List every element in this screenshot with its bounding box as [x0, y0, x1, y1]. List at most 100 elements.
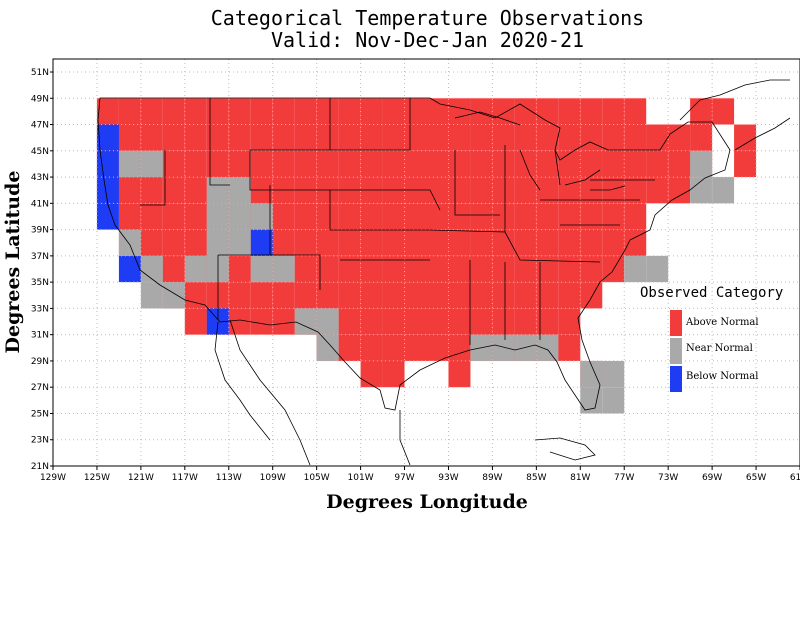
x-tick-label: 77W — [614, 473, 634, 483]
cell-above-normal — [558, 203, 581, 230]
cell-below-normal — [96, 124, 119, 151]
cell-above-normal — [492, 124, 515, 151]
state-line — [140, 150, 166, 206]
x-tick-labels: 129W 125W 121W 117W 113W 109W 105W 101W 97W 93W 89… — [40, 466, 800, 483]
cell-above-normal — [536, 150, 559, 178]
gulf-coast — [399, 410, 411, 466]
cell-above-normal — [316, 98, 339, 125]
cell-above-normal — [580, 282, 603, 309]
cell-above-normal — [316, 282, 339, 309]
cell-above-normal — [184, 98, 207, 125]
cell-above-normal — [162, 124, 185, 151]
x-tick-label: 97W — [394, 473, 414, 483]
cell-near-normal — [118, 150, 141, 178]
x-tick-label: 105W — [304, 473, 330, 483]
cell-above-normal — [404, 229, 427, 256]
cell-above-normal — [470, 98, 493, 125]
cell-above-normal — [228, 308, 251, 335]
cell-near-normal — [602, 360, 625, 388]
legend: Observed Category Above Normal Near Norm… — [640, 285, 783, 392]
legend-label-near: Near Normal — [686, 343, 753, 354]
cell-near-normal — [712, 177, 735, 204]
cell-above-normal — [470, 177, 493, 204]
cell-above-normal — [360, 308, 383, 335]
cell-above-normal — [426, 282, 449, 309]
cell-above-normal — [272, 229, 295, 256]
y-tick-label: 21N — [31, 462, 49, 472]
cell-above-normal — [250, 308, 273, 335]
cell-above-normal — [404, 255, 427, 283]
nova-scotia — [734, 117, 791, 151]
cell-above-normal — [448, 308, 471, 335]
cell-above-normal — [602, 229, 625, 256]
cell-above-normal — [228, 98, 251, 125]
cell-near-normal — [294, 308, 317, 335]
cell-near-normal — [118, 229, 141, 256]
cell-below-normal — [96, 177, 119, 204]
cell-near-normal — [580, 360, 603, 388]
cell-above-normal — [404, 98, 427, 125]
mexico-coast — [229, 319, 311, 466]
y-tick-label: 27N — [31, 383, 49, 393]
cell-near-normal — [228, 177, 251, 204]
y-tick-label: 31N — [31, 331, 49, 341]
cell-near-normal — [250, 203, 273, 230]
cell-above-normal — [668, 150, 691, 178]
cell-near-normal — [316, 334, 339, 361]
cell-above-normal — [338, 255, 361, 283]
cell-below-normal — [250, 229, 273, 256]
x-tick-label: 65W — [746, 473, 766, 483]
cell-above-normal — [470, 124, 493, 151]
state-line — [330, 98, 411, 151]
y-tick-label: 43N — [31, 173, 49, 183]
cell-above-normal — [382, 150, 405, 178]
cell-above-normal — [360, 229, 383, 256]
cell-above-normal — [250, 150, 273, 178]
cell-above-normal — [492, 98, 515, 125]
cell-above-normal — [470, 203, 493, 230]
cell-above-normal — [140, 177, 163, 204]
y-axis-title: Degrees Latitude — [2, 171, 24, 354]
cell-above-normal — [360, 124, 383, 151]
cell-above-normal — [338, 203, 361, 230]
cell-above-normal — [470, 282, 493, 309]
cell-above-normal — [448, 334, 471, 361]
cell-above-normal — [118, 124, 141, 151]
cell-above-normal — [272, 203, 295, 230]
cell-above-normal — [734, 124, 757, 151]
cell-above-normal — [206, 124, 229, 151]
x-tick-label: 89W — [482, 473, 502, 483]
cell-above-normal — [514, 255, 537, 283]
cell-above-normal — [272, 282, 295, 309]
cell-above-normal — [404, 282, 427, 309]
cell-above-normal — [184, 282, 207, 309]
cell-above-normal — [492, 255, 515, 283]
cell-above-normal — [536, 98, 559, 125]
cell-near-normal — [580, 387, 603, 414]
cell-above-normal — [382, 203, 405, 230]
cell-near-normal — [228, 229, 251, 256]
cell-above-normal — [118, 177, 141, 204]
cell-near-normal — [536, 334, 559, 361]
legend-swatch-near — [670, 338, 682, 364]
cell-above-normal — [404, 308, 427, 335]
cell-above-normal — [426, 150, 449, 178]
cell-above-normal — [96, 98, 119, 125]
cell-above-normal — [404, 150, 427, 178]
x-tick-label: 85W — [526, 473, 546, 483]
cell-above-normal — [580, 203, 603, 230]
cell-near-normal — [140, 150, 163, 178]
cell-above-normal — [360, 334, 383, 361]
state-line — [429, 229, 601, 263]
cell-above-normal — [470, 308, 493, 335]
state-line — [218, 254, 321, 290]
cell-above-normal — [140, 98, 163, 125]
cell-above-normal — [646, 150, 669, 178]
cell-above-normal — [448, 124, 471, 151]
cell-above-normal — [162, 203, 185, 230]
cell-above-normal — [580, 255, 603, 283]
cell-above-normal — [360, 255, 383, 283]
cell-above-normal — [536, 282, 559, 309]
cell-above-normal — [382, 334, 405, 361]
cell-above-normal — [646, 177, 669, 204]
